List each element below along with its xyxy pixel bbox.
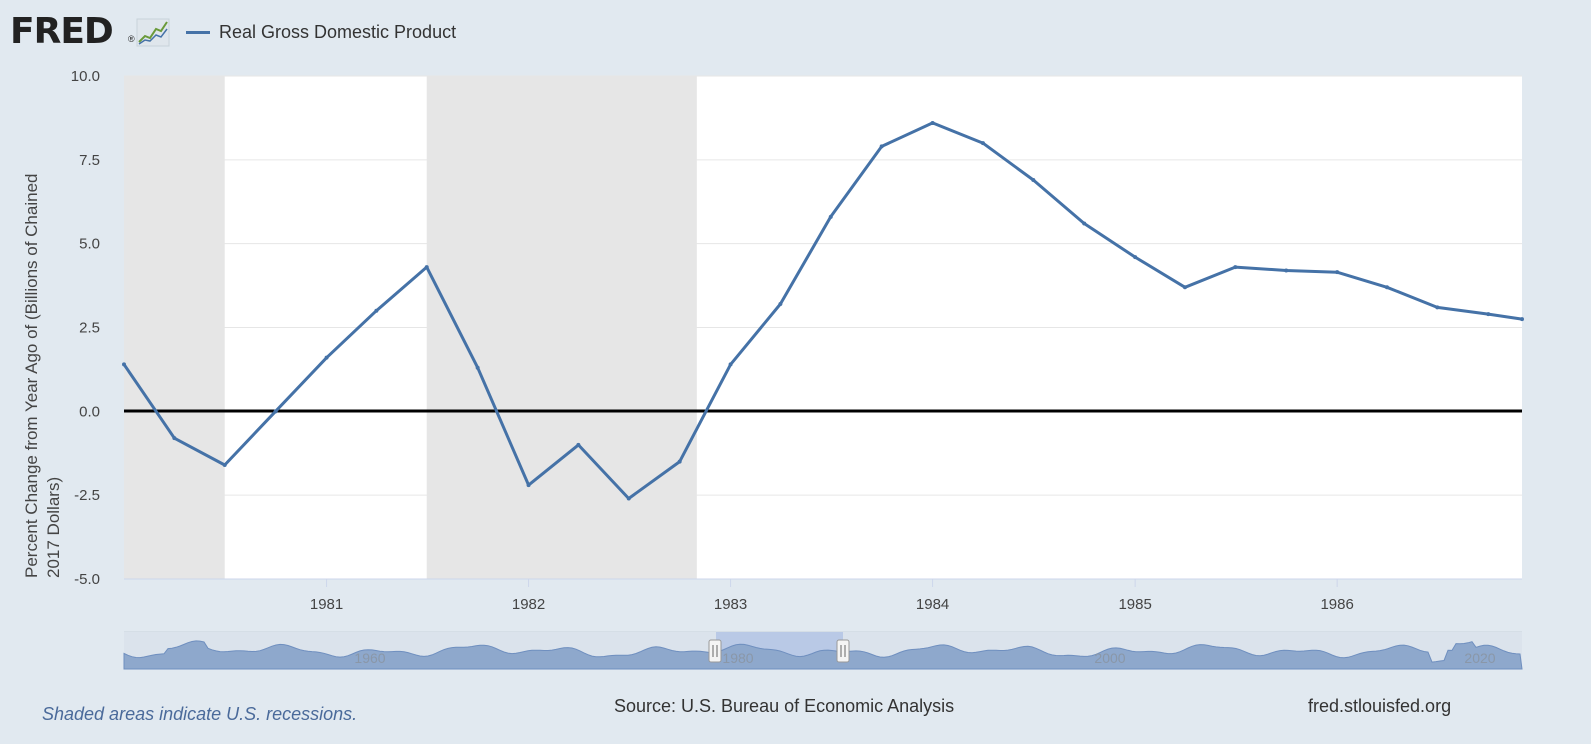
navigator-label: 2020: [1464, 650, 1495, 666]
navigator-labels: 1960 1980 2000 2020: [354, 650, 1495, 666]
data-point[interactable]: [576, 442, 581, 447]
navigator-label: 1960: [354, 650, 385, 666]
x-tick-label: 1982: [512, 596, 545, 613]
data-point[interactable]: [728, 362, 733, 367]
x-axis-tick-labels: 1981 1982 1983 1984 1985 1986: [310, 579, 1354, 613]
x-tick-label: 1981: [310, 596, 343, 613]
navigator-label: 2000: [1094, 650, 1125, 666]
data-points: [122, 120, 1524, 501]
data-point[interactable]: [677, 459, 682, 464]
navigator-handle-left[interactable]: [708, 639, 722, 663]
y-tick-label: 0.0: [79, 403, 100, 420]
data-point[interactable]: [1384, 285, 1389, 290]
data-point[interactable]: [324, 355, 329, 360]
x-tick-label: 1983: [714, 596, 747, 613]
legend-series-label: Real Gross Domestic Product: [219, 21, 457, 42]
y-tick-label: 10.0: [71, 68, 100, 85]
data-point[interactable]: [1520, 317, 1524, 322]
legend[interactable]: Real Gross Domestic Product: [186, 20, 456, 44]
y-tick-label: -5.0: [74, 571, 100, 588]
range-navigator[interactable]: 1960 1980 2000 2020: [123, 631, 1523, 670]
data-point[interactable]: [1031, 177, 1036, 182]
navigator-series-area: [123, 640, 1523, 670]
x-tick-label: 1986: [1320, 596, 1353, 613]
data-point[interactable]: [930, 120, 935, 125]
data-point[interactable]: [475, 365, 480, 370]
line-chart-icon: [136, 18, 170, 47]
data-point[interactable]: [626, 496, 631, 501]
data-point[interactable]: [424, 265, 429, 270]
y-axis-title-line-1: Percent Change from Year Ago of (Billion…: [22, 174, 41, 578]
data-point[interactable]: [778, 302, 783, 307]
y-axis-tick-labels: -5.0 -2.5 0.0 2.5 5.0 7.5 10.0: [71, 68, 100, 588]
data-point[interactable]: [374, 308, 379, 313]
data-point[interactable]: [1435, 305, 1440, 310]
data-point[interactable]: [1284, 268, 1289, 273]
data-point[interactable]: [273, 409, 278, 414]
data-point[interactable]: [1082, 221, 1087, 226]
legend-swatch: [186, 30, 210, 34]
data-point[interactable]: [1486, 312, 1491, 317]
data-point[interactable]: [526, 483, 531, 488]
data-point[interactable]: [1335, 270, 1340, 275]
data-point[interactable]: [122, 362, 126, 367]
recession-note: Shaded areas indicate U.S. recessions.: [42, 704, 358, 724]
data-point[interactable]: [1233, 265, 1238, 270]
data-point[interactable]: [1133, 255, 1138, 260]
data-point[interactable]: [222, 462, 227, 467]
x-tick-label: 1984: [916, 596, 949, 613]
source-text: Source: U.S. Bureau of Economic Analysis: [614, 696, 955, 716]
y-tick-label: 7.5: [79, 152, 100, 169]
y-axis-title: Percent Change from Year Ago of (Billion…: [22, 169, 63, 578]
site-link[interactable]: fred.stlouisfed.org: [1308, 696, 1452, 716]
fred-logo[interactable]: FRED: [10, 11, 114, 52]
navigator-handle-right[interactable]: [836, 639, 850, 663]
y-axis-title-line-2: 2017 Dollars): [44, 477, 63, 578]
data-point[interactable]: [172, 436, 177, 441]
y-tick-label: 2.5: [79, 320, 100, 337]
data-point[interactable]: [1182, 285, 1187, 290]
chart-header: FRED ® Real Gross Domestic Product: [10, 12, 610, 52]
y-tick-label: -2.5: [74, 487, 100, 504]
data-point[interactable]: [879, 144, 884, 149]
fred-registered-mark: ®: [128, 34, 135, 44]
data-point[interactable]: [828, 214, 833, 219]
y-tick-label: 5.0: [79, 236, 100, 253]
navigator-label: 1980: [722, 650, 753, 666]
x-tick-label: 1985: [1118, 596, 1151, 613]
data-point[interactable]: [980, 141, 985, 146]
